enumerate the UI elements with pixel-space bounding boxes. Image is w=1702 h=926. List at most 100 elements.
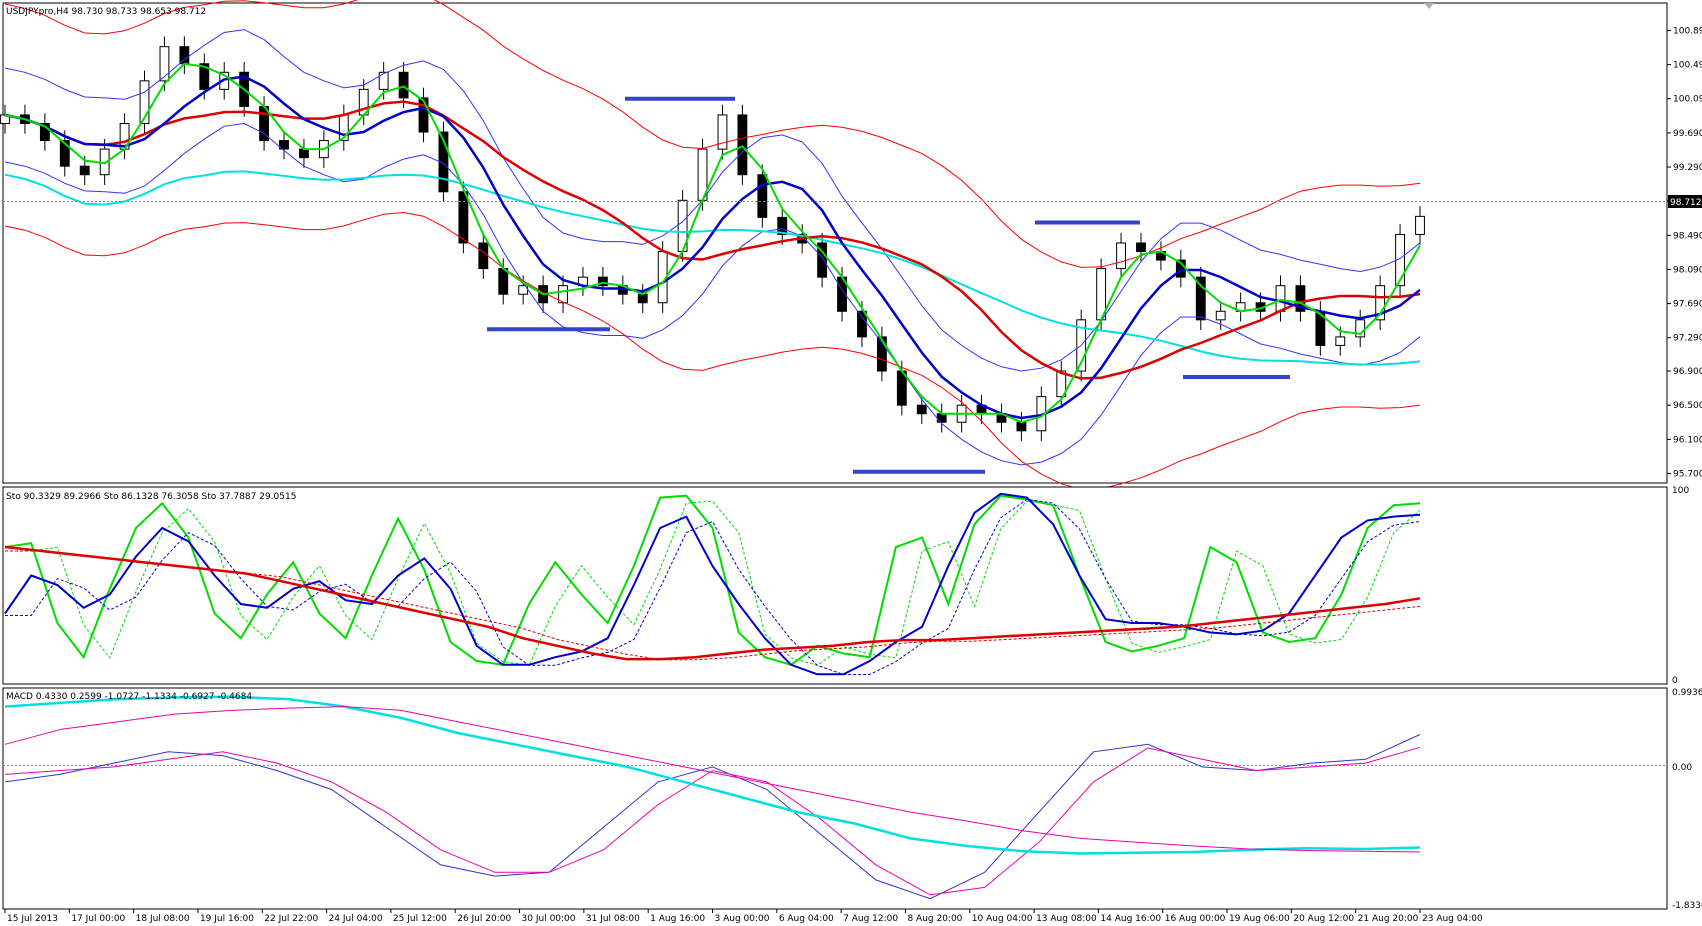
time-tick-label: 26 Jul 20:00 bbox=[457, 914, 511, 924]
candle-body bbox=[916, 404, 927, 415]
candle-body bbox=[1016, 421, 1027, 432]
time-tick-label: 31 Jul 08:00 bbox=[586, 914, 640, 924]
price-axis: 100.890100.490100.09099.69099.29098.8909… bbox=[1667, 26, 1702, 479]
macd-tick-label: 0.00 bbox=[1672, 763, 1692, 773]
price-tick-label: 100.090 bbox=[1673, 95, 1702, 105]
candle-body bbox=[79, 165, 90, 176]
candle-body bbox=[777, 216, 788, 235]
candle-body bbox=[1136, 242, 1146, 253]
time-tick-label: 3 Aug 00:00 bbox=[715, 914, 770, 924]
candle-body bbox=[1195, 276, 1206, 321]
current-price-tag-bg bbox=[1668, 195, 1702, 208]
stochastic-tick-label: 100 bbox=[1672, 486, 1689, 496]
macd-line-1 bbox=[4, 734, 1421, 900]
macd-axis: 0.9936 0.00 -1.8336 bbox=[1672, 688, 1702, 911]
candle-body bbox=[299, 148, 309, 159]
candle-body bbox=[1415, 215, 1425, 235]
time-tick-label: 30 Jul 00:00 bbox=[522, 914, 576, 924]
price-pane-header: USDJPYpro,H4 98.730 98.733 98.653 98.712 bbox=[6, 7, 206, 17]
price-level-markers bbox=[487, 96, 1290, 474]
ma-mid-line bbox=[4, 75, 1421, 420]
price-tick-label: 97.690 bbox=[1673, 300, 1702, 310]
time-axis: 15 Jul 2013 17 Jul 00:00 18 Jul 08:00 19 Ju… bbox=[4, 909, 1483, 924]
stochastic-signal-2 bbox=[5, 498, 1421, 675]
time-tick-label: 25 Jul 12:00 bbox=[393, 914, 447, 924]
envelope-lower-line bbox=[4, 211, 1421, 490]
price-tick-label: 97.290 bbox=[1673, 334, 1702, 344]
time-tick-label: 13 Aug 08:00 bbox=[1036, 914, 1097, 924]
macd-lines bbox=[4, 695, 1421, 900]
stochastic-line-1 bbox=[4, 494, 1421, 666]
ma-long-line bbox=[4, 170, 1421, 366]
candle-body bbox=[637, 293, 648, 304]
time-tick-label: 24 Jul 04:00 bbox=[329, 914, 383, 924]
candle-body bbox=[418, 97, 429, 133]
candle-body bbox=[279, 140, 289, 150]
candle-body bbox=[817, 242, 828, 278]
stochastic-signal-3 bbox=[5, 550, 1421, 661]
candle-body bbox=[1275, 285, 1286, 312]
candle-body bbox=[757, 174, 768, 218]
price-tick-label: 95.700 bbox=[1673, 469, 1702, 479]
candle-body bbox=[179, 46, 190, 65]
shift-marker-icon[interactable] bbox=[1424, 3, 1434, 9]
time-tick-label: 19 Aug 06:00 bbox=[1229, 914, 1290, 924]
current-price-tag: 98.712 bbox=[1670, 198, 1702, 208]
time-tick-label: 19 Jul 16:00 bbox=[200, 914, 254, 924]
candle-body bbox=[857, 310, 867, 338]
time-tick-label: 6 Aug 04:00 bbox=[779, 914, 834, 924]
macd-header: MACD 0.4330 0.2599 -1.0727 -1.1334 -0.69… bbox=[6, 692, 252, 702]
time-tick-label: 21 Aug 20:00 bbox=[1358, 914, 1419, 924]
price-tick-label: 96.900 bbox=[1673, 367, 1702, 377]
time-tick-label: 17 Jul 00:00 bbox=[71, 914, 125, 924]
candle-body bbox=[398, 71, 409, 99]
time-tick-label: 23 Aug 04:00 bbox=[1422, 914, 1483, 924]
price-tick-label: 98.090 bbox=[1673, 265, 1702, 275]
candle-body bbox=[1056, 370, 1067, 398]
candle-body bbox=[717, 114, 728, 150]
price-tick-label: 100.490 bbox=[1673, 61, 1702, 71]
candle-body bbox=[1295, 285, 1306, 312]
candle-body bbox=[737, 114, 748, 176]
time-tick-label: 14 Aug 16:00 bbox=[1100, 914, 1161, 924]
time-tick-label: 8 Aug 20:00 bbox=[907, 914, 962, 924]
price-tick-label: 96.500 bbox=[1673, 401, 1702, 411]
time-tick-label: 22 Jul 22:00 bbox=[264, 914, 318, 924]
candle-body bbox=[59, 140, 70, 167]
price-indicators bbox=[4, 0, 1421, 490]
price-tick-label: 100.890 bbox=[1673, 26, 1702, 36]
candle-body bbox=[199, 63, 210, 90]
candle-body bbox=[1215, 310, 1226, 321]
time-tick-label: 20 Aug 12:00 bbox=[1293, 914, 1354, 924]
stochastic-lines bbox=[4, 492, 1421, 676]
macd-tick-label: 0.9936 bbox=[1672, 688, 1702, 698]
candle-body bbox=[876, 336, 887, 372]
stochastic-axis: 100 0 bbox=[1672, 486, 1689, 686]
candle-body bbox=[936, 413, 947, 423]
price-tick-label: 98.490 bbox=[1673, 231, 1702, 241]
stochastic-tick-label: 0 bbox=[1672, 676, 1678, 686]
macd-tick-label: -1.8336 bbox=[1672, 901, 1702, 911]
candle-body bbox=[0, 114, 10, 125]
candle-body bbox=[558, 285, 568, 304]
time-tick-label: 10 Aug 04:00 bbox=[972, 914, 1033, 924]
ma-fast-line bbox=[4, 62, 1421, 424]
candle-body bbox=[378, 71, 389, 90]
macd-pane-frame bbox=[2, 687, 1668, 910]
candle-body bbox=[1116, 242, 1126, 270]
candle-body bbox=[498, 268, 509, 295]
candle-body bbox=[458, 191, 469, 244]
candle-body bbox=[597, 276, 608, 287]
price-tick-label: 99.690 bbox=[1673, 129, 1702, 139]
time-tick-label: 7 Aug 12:00 bbox=[843, 914, 898, 924]
candle-body bbox=[1335, 336, 1346, 346]
candle-body bbox=[159, 46, 170, 82]
time-tick-label: 1 Aug 16:00 bbox=[650, 914, 705, 924]
price-tick-label: 99.290 bbox=[1673, 163, 1702, 173]
time-tick-label: 15 Jul 2013 bbox=[7, 914, 58, 924]
candle-body bbox=[1375, 285, 1386, 321]
stochastic-pane-frame bbox=[2, 486, 1668, 685]
macd-line-2 bbox=[4, 746, 1421, 896]
candle-body bbox=[39, 123, 50, 142]
